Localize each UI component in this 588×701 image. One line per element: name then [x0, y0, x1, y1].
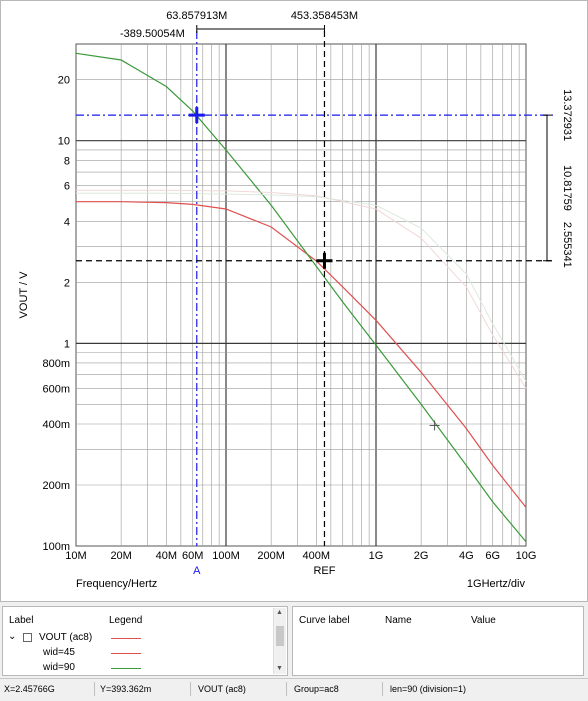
- y-tick-label: 100m: [42, 541, 70, 553]
- curve-value-panel: Curve label Name Value: [292, 606, 584, 676]
- cursor-y-delta: 10.81759: [561, 165, 573, 211]
- y-tick-label: 6: [64, 181, 70, 193]
- x-axis-caption: Frequency/Hertz: [76, 578, 157, 590]
- y-tick-label: 200m: [42, 480, 70, 492]
- legend-swatch-wid45: [111, 653, 141, 654]
- series-line-3: [76, 192, 527, 382]
- x-tick-label: 1G: [369, 550, 384, 562]
- legend-header-label: Label: [9, 615, 34, 626]
- scroll-up-icon[interactable]: ▲: [276, 609, 283, 616]
- legend-swatch-vout: [111, 638, 141, 639]
- x-tick-label: 40M: [156, 550, 177, 562]
- x-tick-label: 2G: [414, 550, 429, 562]
- legend-item-wid90[interactable]: wid=90: [43, 662, 75, 673]
- legend-panel: Label Legend ⌄ VOUT (ac8) wid=45 wid=90 …: [2, 606, 288, 676]
- y-axis-label: VOUT / V: [18, 271, 30, 319]
- y-tick-label: 10: [58, 136, 70, 148]
- y-tick-label: 8: [64, 155, 70, 167]
- series-line-1: [75, 52, 527, 543]
- cursor-a-y-value: 13.372931: [561, 89, 573, 141]
- cursor-layer: A REF: [76, 31, 554, 577]
- waveform-chart[interactable]: A REF 10M 20M 40M 60M 100M 200M 400M 1G 2G 4G 6G 10G…: [1, 1, 588, 603]
- legend-item-wid45[interactable]: wid=45: [43, 647, 75, 658]
- y-tick-label: 4: [64, 216, 70, 228]
- cursor-a-label: A: [193, 565, 201, 577]
- cursor-ref-x-value: 453.358453M: [291, 10, 358, 22]
- legend-item-vout[interactable]: VOUT (ac8): [39, 632, 93, 643]
- x-tick-label: 60M: [182, 550, 203, 562]
- cursor-a-x-value: 63.857913M: [166, 10, 227, 22]
- plot-area: [75, 43, 527, 547]
- status-y-readout: Y=393.362m: [100, 684, 152, 694]
- x-tick-label: 100M: [212, 550, 240, 562]
- cursor-x-delta: -389.50054M: [120, 28, 185, 40]
- status-signal: VOUT (ac8): [198, 684, 246, 694]
- cursor-readout-layer: 63.857913M 453.358453M -389.50054M 13.37293…: [120, 10, 573, 268]
- x-tick-label: 4G: [459, 550, 474, 562]
- x-tick-label: 400M: [303, 550, 331, 562]
- legend-swatch-wid90: [111, 668, 141, 669]
- value-header-value: Value: [471, 615, 496, 626]
- legend-header-legend: Legend: [109, 615, 143, 626]
- legend-scrollbar[interactable]: ▲ ▼: [273, 608, 286, 674]
- y-tick-label: 400m: [42, 419, 70, 431]
- cursor-ref-y-value: 2.555341: [561, 222, 573, 268]
- y-tick-label: 1: [64, 338, 70, 350]
- series-line-2: [76, 189, 527, 389]
- y-tick-label: 600m: [42, 383, 70, 395]
- x-tick-label: 10G: [516, 550, 537, 562]
- x-tick-label: 20M: [110, 550, 131, 562]
- legend-expand-chevron-icon[interactable]: ⌄: [8, 631, 17, 642]
- grid-layer: [75, 43, 527, 547]
- status-group: Group=ac8: [294, 684, 339, 694]
- status-length: len=90 (division=1): [390, 684, 467, 694]
- x-tick-label: 6G: [485, 550, 500, 562]
- y-tick-label: 20: [58, 75, 70, 87]
- x-div-caption: 1GHertz/div: [467, 578, 526, 590]
- value-header-curve-label: Curve label: [299, 615, 350, 626]
- plot-panel[interactable]: A REF 10M 20M 40M 60M 100M 200M 400M 1G 2G 4G 6G 10G…: [0, 0, 588, 602]
- value-header-name: Name: [385, 615, 412, 626]
- y-tick-label: 2: [64, 277, 70, 289]
- y-tick-label: 800m: [42, 358, 70, 370]
- legend-checkbox[interactable]: [23, 633, 32, 642]
- x-tick-label: 200M: [257, 550, 285, 562]
- x-tick-label: 10M: [65, 550, 86, 562]
- cursor-ref-label: REF: [313, 565, 335, 577]
- status-bar: X=2.45766G Y=393.362m VOUT (ac8) Group=a…: [0, 678, 588, 701]
- scroll-down-icon[interactable]: ▼: [276, 665, 283, 672]
- scroll-thumb[interactable]: [276, 626, 284, 646]
- status-x-readout: X=2.45766G: [4, 684, 55, 694]
- tick-layer: 10M 20M 40M 60M 100M 200M 400M 1G 2G 4G 6G 10G 20 10 8…: [42, 75, 536, 562]
